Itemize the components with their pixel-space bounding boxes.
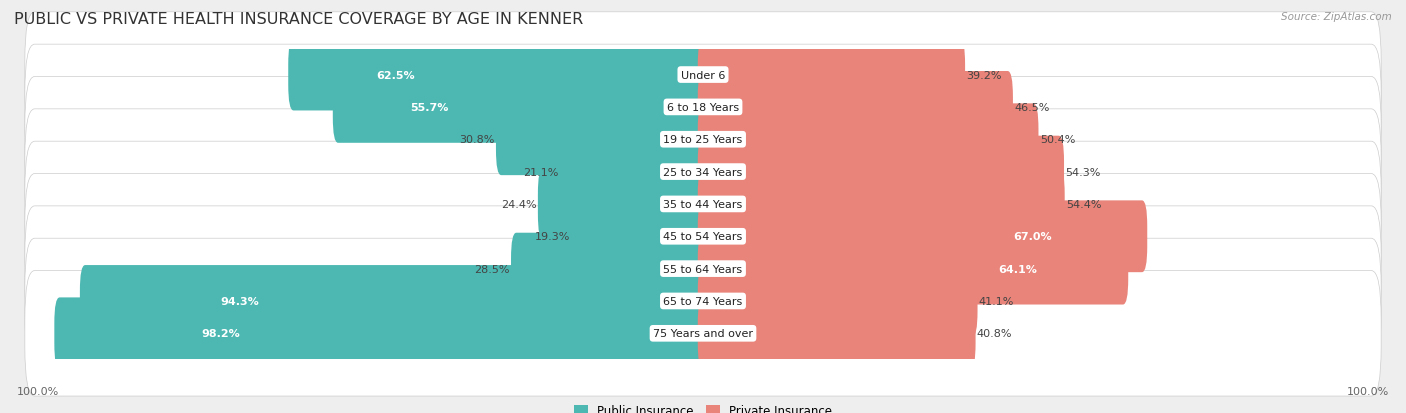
Text: 45 to 54 Years: 45 to 54 Years — [664, 232, 742, 242]
Text: 64.1%: 64.1% — [998, 264, 1038, 274]
Text: 75 Years and over: 75 Years and over — [652, 328, 754, 339]
Text: Under 6: Under 6 — [681, 70, 725, 81]
FancyBboxPatch shape — [697, 201, 1147, 273]
Text: 39.2%: 39.2% — [966, 70, 1002, 81]
FancyBboxPatch shape — [697, 266, 977, 337]
Text: 41.1%: 41.1% — [979, 296, 1014, 306]
FancyBboxPatch shape — [560, 136, 709, 208]
Text: 46.5%: 46.5% — [1014, 103, 1050, 113]
Text: 25 to 34 Years: 25 to 34 Years — [664, 167, 742, 177]
Text: Source: ZipAtlas.com: Source: ZipAtlas.com — [1281, 12, 1392, 22]
FancyBboxPatch shape — [25, 45, 1381, 170]
FancyBboxPatch shape — [697, 233, 1128, 305]
FancyBboxPatch shape — [496, 104, 709, 176]
Text: 50.4%: 50.4% — [1040, 135, 1076, 145]
Text: 30.8%: 30.8% — [460, 135, 495, 145]
FancyBboxPatch shape — [25, 239, 1381, 364]
FancyBboxPatch shape — [697, 40, 965, 111]
Text: 19 to 25 Years: 19 to 25 Years — [664, 135, 742, 145]
FancyBboxPatch shape — [697, 104, 1039, 176]
Text: 24.4%: 24.4% — [501, 199, 537, 209]
FancyBboxPatch shape — [333, 72, 709, 143]
FancyBboxPatch shape — [25, 174, 1381, 299]
Text: 55 to 64 Years: 55 to 64 Years — [664, 264, 742, 274]
Text: 54.3%: 54.3% — [1066, 167, 1101, 177]
FancyBboxPatch shape — [697, 298, 976, 369]
FancyBboxPatch shape — [510, 233, 709, 305]
FancyBboxPatch shape — [697, 136, 1064, 208]
FancyBboxPatch shape — [25, 77, 1381, 202]
Legend: Public Insurance, Private Insurance: Public Insurance, Private Insurance — [569, 399, 837, 413]
Text: 54.4%: 54.4% — [1066, 199, 1101, 209]
Text: 100.0%: 100.0% — [17, 387, 59, 396]
Text: PUBLIC VS PRIVATE HEALTH INSURANCE COVERAGE BY AGE IN KENNER: PUBLIC VS PRIVATE HEALTH INSURANCE COVER… — [14, 12, 583, 27]
FancyBboxPatch shape — [80, 266, 709, 337]
Text: 21.1%: 21.1% — [523, 167, 558, 177]
FancyBboxPatch shape — [288, 40, 709, 111]
Text: 55.7%: 55.7% — [411, 103, 449, 113]
FancyBboxPatch shape — [25, 206, 1381, 332]
FancyBboxPatch shape — [25, 13, 1381, 138]
FancyBboxPatch shape — [697, 72, 1012, 143]
Text: 100.0%: 100.0% — [1347, 387, 1389, 396]
FancyBboxPatch shape — [25, 109, 1381, 235]
Text: 19.3%: 19.3% — [534, 232, 569, 242]
Text: 65 to 74 Years: 65 to 74 Years — [664, 296, 742, 306]
FancyBboxPatch shape — [538, 169, 709, 240]
FancyBboxPatch shape — [25, 271, 1381, 396]
FancyBboxPatch shape — [571, 201, 709, 273]
FancyBboxPatch shape — [25, 142, 1381, 267]
Text: 98.2%: 98.2% — [201, 328, 240, 339]
Text: 67.0%: 67.0% — [1012, 232, 1052, 242]
Text: 35 to 44 Years: 35 to 44 Years — [664, 199, 742, 209]
Text: 28.5%: 28.5% — [474, 264, 510, 274]
Text: 62.5%: 62.5% — [377, 70, 415, 81]
Text: 94.3%: 94.3% — [221, 296, 259, 306]
FancyBboxPatch shape — [697, 169, 1064, 240]
Text: 6 to 18 Years: 6 to 18 Years — [666, 103, 740, 113]
Text: 40.8%: 40.8% — [977, 328, 1012, 339]
FancyBboxPatch shape — [55, 298, 709, 369]
